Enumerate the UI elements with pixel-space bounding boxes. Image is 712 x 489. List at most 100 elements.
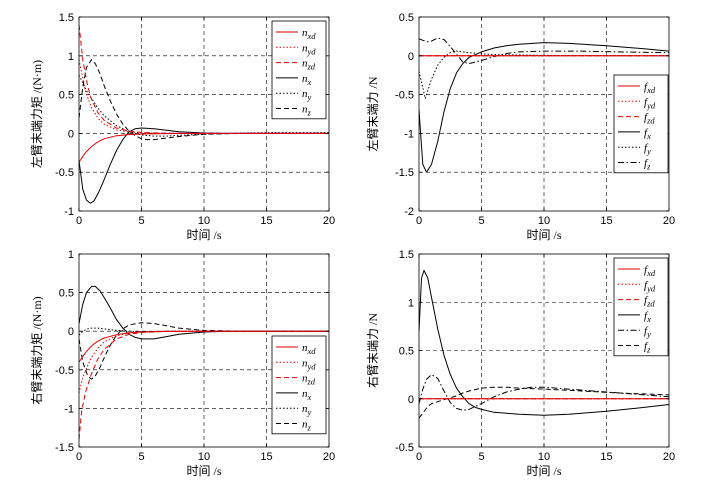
legend-label-f-z: fz (644, 341, 651, 355)
series-line-f-y (419, 50, 669, 99)
x-tick-label: 15 (260, 215, 272, 227)
series-group (79, 285, 329, 440)
y-tick-label: -2 (404, 206, 414, 218)
y-tick-label: 1 (408, 297, 414, 309)
series-line-n-x (79, 127, 329, 204)
legend-box (613, 74, 669, 174)
x-tick-label: 20 (663, 215, 675, 227)
series-group (79, 24, 329, 204)
y-tick-label: 1.5 (399, 249, 414, 261)
legend-label-f-x: fx (644, 310, 651, 324)
y-tick-label: -0.5 (55, 365, 74, 377)
x-tick-label: 20 (323, 215, 335, 227)
x-axis-label: 时间 /s (186, 464, 221, 478)
x-tick-label: 10 (538, 215, 550, 227)
legend-label-n-xd: nxd (302, 27, 316, 41)
series-line-f-x (419, 42, 669, 173)
legend-label-f-y: fy (644, 325, 651, 339)
series-line-f-z (419, 386, 669, 419)
x-tick-label: 10 (538, 451, 550, 463)
legend-label-f-zd: fzd (644, 112, 655, 126)
legend-label-f-yd: fyd (644, 279, 656, 293)
series-line-n-yd (79, 59, 329, 134)
y-tick-label: 0 (68, 326, 74, 338)
series-line-n-zd (79, 330, 329, 440)
x-tick-label: 20 (323, 451, 335, 463)
legend-label-n-z: nz (302, 419, 312, 433)
y-tick-label: -0.5 (395, 90, 414, 102)
y-tick-label: 0 (68, 128, 74, 140)
legend-label-n-z: nz (302, 104, 312, 118)
y-axis-label: 左臂末端力 /N (365, 76, 380, 151)
x-axis-label: 时间 /s (526, 228, 561, 242)
x-axis-label: 时间 /s (186, 228, 221, 242)
legend-label-n-y: ny (302, 88, 312, 102)
legend-label-f-zd: fzd (644, 295, 655, 309)
y-axis-label: 右臂末端力矩 /(N·m) (29, 296, 44, 404)
x-tick-label: 15 (260, 451, 272, 463)
y-tick-label: 0 (408, 394, 414, 406)
x-tick-label: 15 (600, 451, 612, 463)
chart-panel-p3: 0 5 10 15 20 -1.5 -1 -0.5 0 0.5 1 时间 /s 右臂末端力矩 /(N·m… (29, 249, 335, 478)
legend-label-f-x: fx (644, 127, 651, 141)
legend-label-f-xd: fxd (644, 81, 656, 95)
legend-label-n-xd: nxd (302, 342, 316, 356)
y-tick-label: 1.5 (59, 12, 74, 24)
legend-box (613, 257, 669, 357)
series-group (419, 37, 669, 173)
x-tick-label: 0 (416, 451, 422, 463)
y-tick-label: -0.5 (55, 167, 74, 179)
y-tick-label: 1 (68, 51, 74, 63)
x-tick-label: 5 (138, 215, 144, 227)
legend-label-n-yd: nyd (302, 42, 316, 56)
legend-label-n-yd: nyd (302, 357, 316, 371)
series-group (419, 269, 669, 419)
y-tick-label: 0 (408, 51, 414, 63)
series-line-n-xd (79, 330, 329, 363)
series-line-f-x (419, 269, 669, 416)
y-tick-label: 1 (68, 249, 74, 261)
y-tick-label: -1 (64, 206, 74, 218)
series-line-f-z (419, 37, 669, 65)
y-tick-label: 0.5 (399, 346, 414, 358)
legend-label-n-zd: nzd (302, 58, 316, 72)
y-axis-label: 左臂末端力矩 /(N·m) (29, 60, 44, 168)
legend-label-f-y: fy (644, 142, 651, 156)
legend-label-f-xd: fxd (644, 264, 656, 278)
chart-panel-p1: 0 5 10 15 20 -1 -0.5 0 0.5 1 1.5 时间 /s 左臂末端力矩 /(N·m)… (29, 12, 335, 242)
x-tick-label: 5 (138, 451, 144, 463)
legend-label-f-yd: fyd (644, 96, 656, 110)
x-tick-label: 5 (478, 451, 484, 463)
y-tick-label: -1.5 (55, 442, 74, 454)
y-tick-label: -0.5 (395, 442, 414, 454)
y-tick-label: -1 (404, 128, 414, 140)
x-tick-label: 20 (663, 451, 675, 463)
legend-label-n-y: ny (302, 403, 312, 417)
series-line-f-y (419, 374, 669, 411)
series-line-n-y (79, 327, 329, 336)
y-tick-label: 0.5 (399, 12, 414, 24)
x-tick-label: 10 (198, 215, 210, 227)
legend-box (271, 335, 327, 435)
y-tick-label: 0.5 (59, 288, 74, 300)
series-line-n-z (79, 59, 329, 141)
series-line-n-z (79, 322, 329, 380)
legend-label-n-x: nx (302, 388, 312, 402)
x-axis-label: 时间 /s (526, 464, 561, 478)
x-tick-label: 5 (478, 215, 484, 227)
y-tick-label: -1.5 (395, 167, 414, 179)
chart-panel-p2: 0 5 10 15 20 -2 -1.5 -1 -0.5 0 0.5 时间 /s 左臂末端力 /N fxd… (365, 12, 675, 242)
legend-label-f-z: fz (644, 158, 651, 172)
y-tick-label: -1 (64, 403, 74, 415)
legend-label-n-zd: nzd (302, 373, 316, 387)
y-tick-label: 0.5 (59, 90, 74, 102)
x-tick-label: 0 (76, 451, 82, 463)
x-tick-label: 0 (76, 215, 82, 227)
series-line-n-zd (79, 24, 329, 134)
x-tick-label: 10 (198, 451, 210, 463)
